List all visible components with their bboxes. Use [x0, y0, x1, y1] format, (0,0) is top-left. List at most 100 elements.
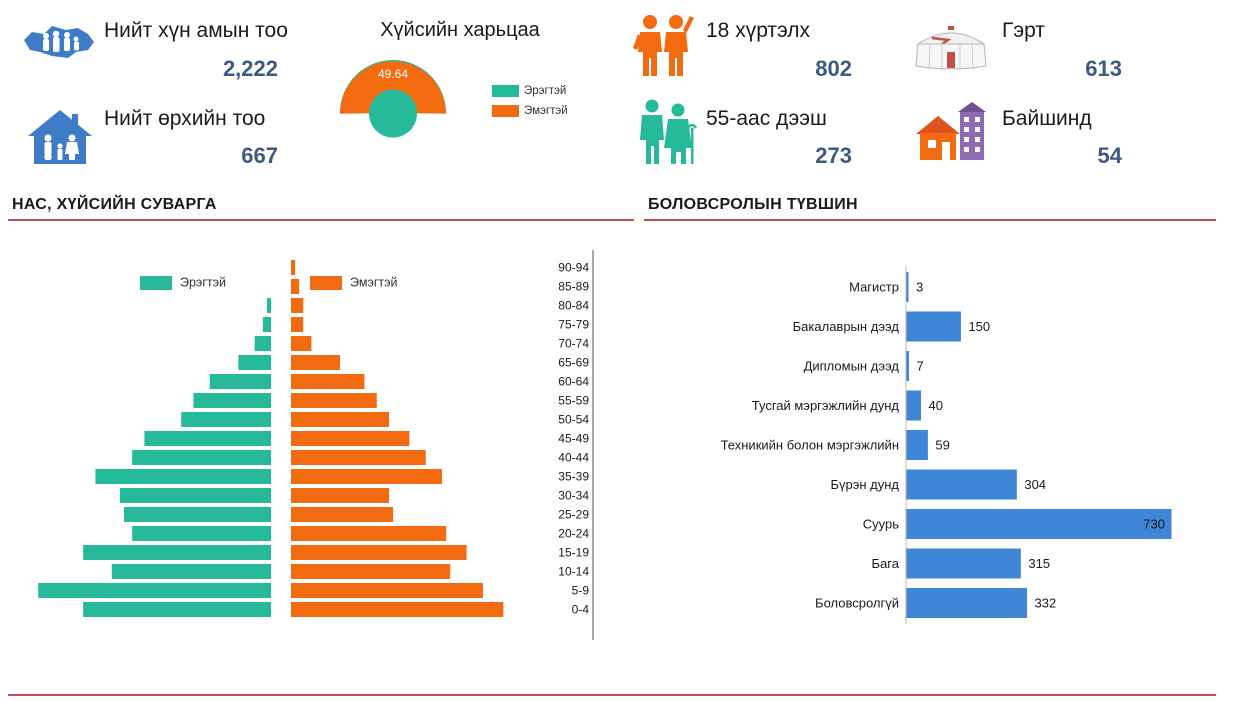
education-title: БОЛОВСРОЛЫН ТҮВШИН: [648, 196, 858, 213]
elderly-couple-icon: [640, 99, 698, 164]
pyramid-bar-male: [266, 298, 271, 313]
pyramid-legend-label-female: Эмэгтэй: [350, 275, 397, 289]
gender-donut-chart: 49.64 50.36 Эрэгтэй Эмэгтэй: [340, 60, 568, 153]
education-category-label: Дипломын дээд: [804, 358, 900, 373]
ger-icon: [915, 26, 987, 70]
pyramid-age-label: 65-69: [558, 356, 589, 370]
education-chart: Магистр 3 Бакалаврын дээд 150 Дипломын дээд 7…: [721, 266, 1172, 624]
education-bar: [906, 430, 928, 460]
education-value-label: 3: [916, 279, 923, 294]
pyramid-title: НАС, ХҮЙСИЙН СУВАРГА: [12, 196, 217, 213]
education-value-label: 7: [917, 358, 924, 373]
pyramid-bar-female: [291, 507, 394, 522]
pyramid-bar-female: [291, 298, 304, 313]
pyramid-bar-female: [291, 393, 377, 408]
pyramid-bar-male: [238, 355, 271, 370]
pyramid-bar-female: [291, 431, 410, 446]
pyramid-bar-male: [38, 583, 271, 598]
pyramid-bar-male: [111, 564, 271, 579]
pyramid-legend-swatch-female: [310, 276, 342, 290]
pyramid-age-label: 55-59: [558, 394, 589, 408]
education-value-label: 40: [929, 398, 943, 413]
donut-label-female: 49.64: [378, 67, 408, 81]
pyramid-bar-male: [95, 469, 272, 484]
pyramid-age-label: 35-39: [558, 470, 589, 484]
pyramid-age-label: 15-19: [558, 546, 589, 560]
education-value-label: 59: [935, 437, 949, 452]
pyramid-bar-female: [291, 602, 504, 617]
pyramid-age-label: 45-49: [558, 432, 589, 446]
pyramid-bar-male: [262, 317, 271, 332]
pyramid-bar-male: [119, 488, 272, 503]
donut-label-male: 50.36: [378, 139, 408, 153]
mongolia-people-icon: [24, 26, 94, 58]
donut-legend-label-male: Эрэгтэй: [524, 85, 566, 97]
pyramid-bar-male: [209, 374, 271, 389]
households-label: Нийт өрхийн тоо: [104, 107, 266, 130]
education-category-label: Тусгай мэргэжлийн дунд: [752, 398, 900, 413]
ger-value: 613: [1085, 56, 1122, 81]
pyramid-bar-female: [291, 317, 304, 332]
pyramid-age-label: 90-94: [558, 261, 589, 275]
education-value-label: 304: [1024, 477, 1046, 492]
population-label: Нийт хүн амын тоо: [104, 19, 288, 42]
education-category-label: Бакалаврын дээд: [793, 319, 900, 334]
education-category-label: Суурь: [863, 516, 899, 531]
education-category-label: Боловсролгүй: [815, 595, 899, 610]
pyramid-bar-female: [291, 450, 426, 465]
pyramid-age-label: 50-54: [558, 413, 589, 427]
donut-legend-swatch-male: [492, 85, 519, 97]
pyramid-age-label: 30-34: [558, 489, 589, 503]
under18-value: 802: [815, 56, 852, 81]
education-value-label: 315: [1028, 556, 1050, 571]
donut-slice-female: [340, 61, 446, 114]
house-building-icon: [916, 102, 986, 160]
pyramid-legend-swatch-male: [140, 276, 172, 290]
pyramid-bar-female: [291, 374, 365, 389]
pyramid-title-rule: [8, 219, 634, 221]
education-title-rule: [644, 219, 1216, 221]
pyramid-bar-female: [291, 526, 447, 541]
age-sex-pyramid-chart: 90-94 85-89 80-84 75-79 70-74 65-69 60-64 55-59…: [38, 250, 594, 640]
pyramid-age-label: 60-64: [558, 375, 589, 389]
pyramid-bar-male: [144, 431, 271, 446]
pyramid-bar-female: [291, 260, 296, 275]
pyramid-bar-female: [291, 336, 312, 351]
education-category-label: Техникийн болон мэргэжлийн: [721, 437, 899, 452]
ger-label: Гэрт: [1002, 19, 1045, 42]
pyramid-age-label: 10-14: [558, 565, 589, 579]
education-bar: [906, 390, 922, 421]
under18-label: 18 хүртэлх: [706, 19, 811, 42]
pyramid-bar-male: [124, 507, 271, 522]
pyramid-bar-male: [132, 450, 271, 465]
pyramid-bar-female: [291, 583, 483, 598]
donut-legend-swatch-female: [492, 105, 519, 117]
over55-label: 55-аас дээш: [706, 107, 827, 130]
pyramid-bar-female: [291, 279, 300, 294]
pyramid-age-label: 0-4: [572, 603, 590, 617]
pyramid-age-label: 75-79: [558, 318, 589, 332]
pyramid-bar-male: [193, 393, 271, 408]
pyramid-bar-female: [291, 355, 340, 370]
pyramid-age-label: 25-29: [558, 508, 589, 522]
education-bar: [906, 509, 1172, 539]
pyramid-bar-female: [291, 412, 389, 427]
pyramid-bar-male: [254, 336, 271, 351]
education-value-label: 332: [1035, 595, 1057, 610]
education-bar: [906, 588, 1028, 618]
gender-ratio-title: Хүйсийн харьцаа: [380, 19, 540, 41]
education-bar: [906, 272, 909, 302]
pyramid-age-label: 85-89: [558, 280, 589, 294]
over55-value: 273: [815, 143, 852, 168]
pyramid-age-label: 5-9: [572, 584, 590, 598]
education-category-label: Магистр: [849, 279, 899, 294]
pyramid-age-label: 80-84: [558, 299, 589, 313]
pyramid-bar-male: [181, 412, 271, 427]
donut-legend-label-female: Эмэгтэй: [524, 105, 568, 117]
children-icon: [633, 15, 694, 76]
pyramid-bar-female: [291, 564, 451, 579]
pyramid-age-label: 70-74: [558, 337, 589, 351]
education-category-label: Бага: [872, 556, 900, 571]
education-value-label: 150: [968, 319, 990, 334]
education-bar: [906, 469, 1017, 500]
